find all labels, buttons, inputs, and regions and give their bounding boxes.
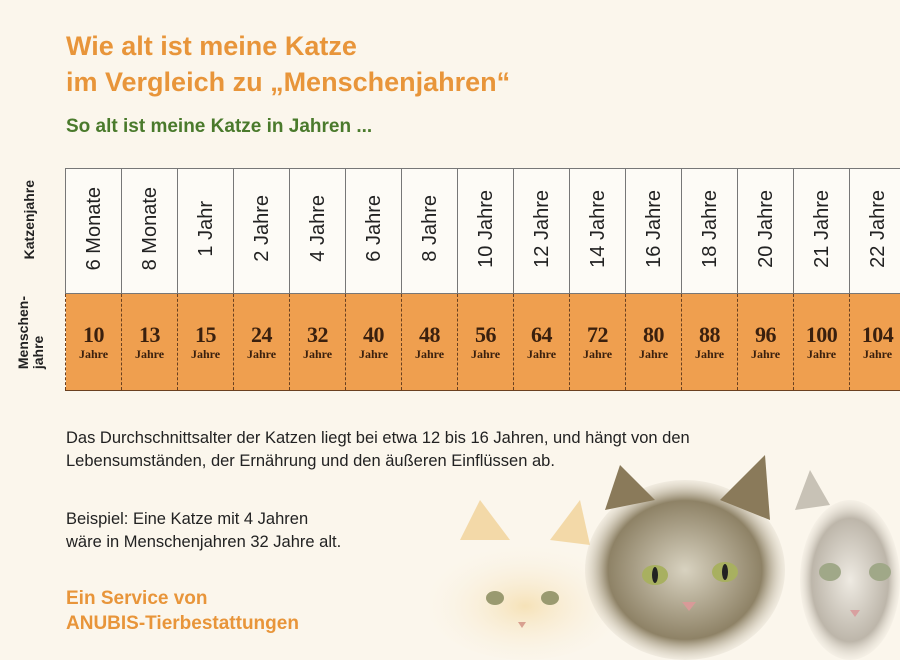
cat-age-label: 21 Jahre xyxy=(810,189,833,268)
human-age-unit: Jahre xyxy=(414,346,445,361)
human-age-cell: 40 Jahre xyxy=(345,293,402,391)
human-age-value: 64 xyxy=(531,321,553,347)
service-line-1: Ein Service von xyxy=(66,588,208,609)
human-age-unit: Jahre xyxy=(134,346,165,361)
cat-age-label: 14 Jahre xyxy=(586,189,609,268)
cat-age-label: 12 Jahre xyxy=(530,189,553,268)
row-label-human-line1: Menschen- xyxy=(15,296,31,370)
human-age-cell: 72 Jahre xyxy=(569,293,626,391)
grey-kitten xyxy=(795,470,900,660)
service-credit: Ein Service von ANUBIS-Tierbestattungen xyxy=(66,586,299,636)
page-title: Wie alt ist meine Katze im Vergleich zu … xyxy=(66,28,510,100)
human-age-unit: Jahre xyxy=(582,346,613,361)
cat-age-label: 6 Jahre xyxy=(362,195,385,262)
human-age-value: 15 xyxy=(195,321,217,347)
cat-age-cell: 16 Jahre xyxy=(625,168,682,294)
service-company: ANUBIS-Tierbestattungen xyxy=(66,613,299,634)
row-label-human-line2: jahre xyxy=(30,335,46,370)
age-table: 6 Monate 8 Monate 1 Jahr 2 Jahre 4 Jahre 6 Ja… xyxy=(65,168,900,391)
human-age-unit: Jahre xyxy=(694,346,725,361)
cat-age-cell: 22 Jahre xyxy=(849,168,900,294)
cat-age-label: 1 Jahr xyxy=(194,200,217,257)
human-age-value: 48 xyxy=(419,321,441,347)
human-age-cell: 100 Jahre xyxy=(793,293,850,391)
human-age-cell: 13 Jahre xyxy=(121,293,178,391)
human-age-cell: 48 Jahre xyxy=(401,293,458,391)
tabby-kitten xyxy=(585,455,785,660)
human-age-cell: 24 Jahre xyxy=(233,293,290,391)
human-age-cell: 32 Jahre xyxy=(289,293,346,391)
human-age-cell: 88 Jahre xyxy=(681,293,738,391)
kittens-photo xyxy=(430,455,900,660)
human-age-value: 96 xyxy=(755,321,777,347)
paragraph-line-1: Das Durchschnittsalter der Katzen liegt … xyxy=(66,429,690,447)
human-age-value: 32 xyxy=(307,321,329,347)
cat-age-cell: 8 Monate xyxy=(121,168,178,294)
example-line-2: wäre in Menschenjahren 32 Jahre alt. xyxy=(66,533,342,551)
cat-age-label: 8 Jahre xyxy=(418,195,441,262)
human-age-unit: Jahre xyxy=(862,346,893,361)
cat-age-label: 20 Jahre xyxy=(754,189,777,268)
subtitle: So alt ist meine Katze in Jahren ... xyxy=(66,116,373,137)
human-age-cell: 96 Jahre xyxy=(737,293,794,391)
title-line-2: im Vergleich zu „Menschenjahren“ xyxy=(66,67,511,97)
example-line-1: Beispiel: Eine Katze mit 4 Jahren xyxy=(66,510,309,528)
human-age-unit: Jahre xyxy=(78,346,109,361)
human-age-value: 13 xyxy=(139,321,161,347)
cat-age-cell: 21 Jahre xyxy=(793,168,850,294)
paragraph-line-2: Lebensumständen, der Ernährung und den ä… xyxy=(66,452,555,470)
cat-age-cell: 8 Jahre xyxy=(401,168,458,294)
human-age-cell: 15 Jahre xyxy=(177,293,234,391)
human-age-row: 10 Jahre 13 Jahre 15 Jahre 24 Jahre 32 Jahre 40 Jah… xyxy=(65,293,900,391)
cat-age-cell: 20 Jahre xyxy=(737,168,794,294)
cat-age-label: 4 Jahre xyxy=(306,195,329,262)
human-age-cell: 56 Jahre xyxy=(457,293,514,391)
human-age-unit: Jahre xyxy=(358,346,389,361)
human-age-value: 88 xyxy=(699,321,721,347)
human-age-cell: 64 Jahre xyxy=(513,293,570,391)
cat-age-row: 6 Monate 8 Monate 1 Jahr 2 Jahre 4 Jahre 6 Ja… xyxy=(65,168,900,294)
human-age-cell: 80 Jahre xyxy=(625,293,682,391)
cat-age-label: 8 Monate xyxy=(138,186,161,271)
human-age-cell: 10 Jahre xyxy=(65,293,122,391)
cat-age-cell: 14 Jahre xyxy=(569,168,626,294)
human-age-value: 104 xyxy=(861,321,894,347)
cat-age-label: 6 Monate xyxy=(82,186,105,271)
human-age-value: 56 xyxy=(475,321,497,347)
title-line-1: Wie alt ist meine Katze xyxy=(66,31,357,61)
cat-age-cell: 6 Monate xyxy=(65,168,122,294)
cat-age-label: 16 Jahre xyxy=(642,189,665,268)
human-age-value: 24 xyxy=(251,321,273,347)
cat-age-cell: 18 Jahre xyxy=(681,168,738,294)
human-age-value: 40 xyxy=(363,321,385,347)
human-age-unit: Jahre xyxy=(470,346,501,361)
cat-age-cell: 4 Jahre xyxy=(289,168,346,294)
cat-age-cell: 2 Jahre xyxy=(233,168,290,294)
human-age-unit: Jahre xyxy=(246,346,277,361)
human-age-value: 10 xyxy=(83,321,105,347)
human-age-unit: Jahre xyxy=(190,346,221,361)
human-age-unit: Jahre xyxy=(302,346,333,361)
cat-age-label: 2 Jahre xyxy=(250,195,273,262)
human-age-unit: Jahre xyxy=(638,346,669,361)
average-age-paragraph: Das Durchschnittsalter der Katzen liegt … xyxy=(66,427,690,473)
cat-age-cell: 10 Jahre xyxy=(457,168,514,294)
row-label-human-years: Menschen- jahre xyxy=(15,296,46,370)
human-age-value: 72 xyxy=(587,321,609,347)
human-age-unit: Jahre xyxy=(750,346,781,361)
cat-age-label: 22 Jahre xyxy=(866,189,889,268)
orange-kitten xyxy=(430,500,625,660)
human-age-unit: Jahre xyxy=(806,346,837,361)
human-age-value: 100 xyxy=(805,321,838,347)
human-age-cell: 104 Jahre xyxy=(849,293,900,391)
human-age-value: 80 xyxy=(643,321,665,347)
cat-age-label: 10 Jahre xyxy=(474,189,497,268)
cat-age-label: 18 Jahre xyxy=(698,189,721,268)
example-paragraph: Beispiel: Eine Katze mit 4 Jahren wäre i… xyxy=(66,508,341,554)
cat-age-cell: 6 Jahre xyxy=(345,168,402,294)
cat-age-cell: 12 Jahre xyxy=(513,168,570,294)
row-label-cat-years: Katzenjahre xyxy=(21,180,37,260)
cat-age-cell: 1 Jahr xyxy=(177,168,234,294)
human-age-unit: Jahre xyxy=(526,346,557,361)
